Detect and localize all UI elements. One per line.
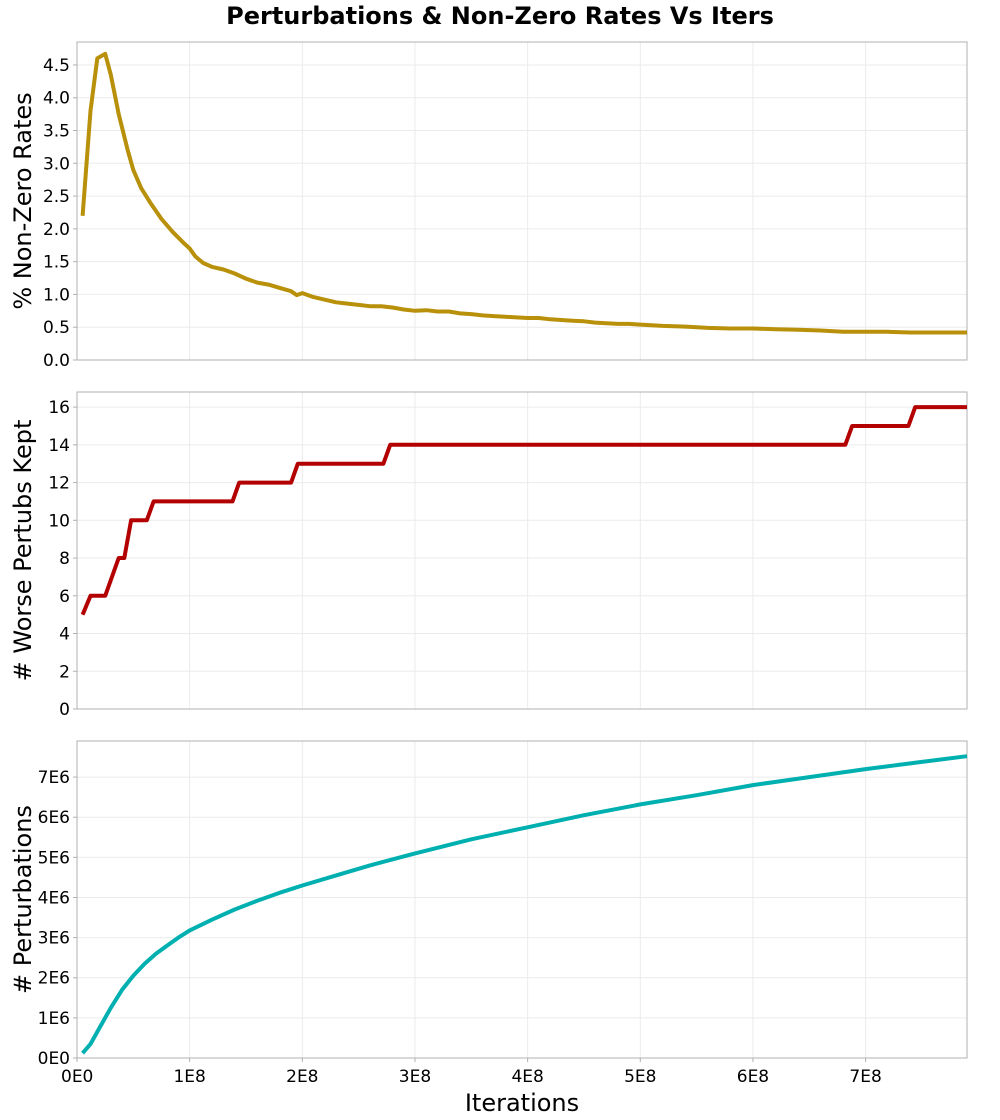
rates-y-tick-label: 2.5	[43, 187, 70, 207]
worse-axes-frame	[76, 391, 968, 710]
perturbations-x-tick-label: 0E0	[61, 1067, 93, 1087]
rates-axes-frame	[76, 41, 968, 361]
perturbations-y-tick-label: 5E6	[38, 848, 70, 868]
perturbations-x-tick-label: 1E8	[173, 1067, 205, 1087]
rates-y-tick-label: 1.0	[43, 285, 70, 305]
perturbations-y-tick-label: 4E6	[38, 888, 70, 908]
perturbations-y-tick-label: 3E6	[38, 929, 70, 949]
worse-y-tick-label: 0	[59, 700, 70, 720]
rates-y-tick-label: 2.0	[43, 220, 70, 240]
worse-y-tick-label: 2	[59, 662, 70, 682]
rates-y-axis-label: % Non-Zero Rates	[9, 92, 37, 309]
worse-y-tick-label: 8	[59, 549, 70, 569]
worse-y-tick-label: 14	[48, 436, 70, 456]
perturbations-x-tick-label: 2E8	[286, 1067, 318, 1087]
perturbations-series-line	[81, 754, 968, 1055]
perturbations-y-tick-label: 1E6	[38, 1009, 70, 1029]
worse-y-tick-label: 10	[48, 511, 70, 531]
worse-y-axis-label: # Worse Pertubs Kept	[9, 420, 37, 682]
perturbations-y-tick-label: 7E6	[38, 768, 70, 788]
rates-series-line	[80, 51, 967, 335]
rates-y-tick-label: 3.5	[43, 122, 70, 142]
perturbations-y-tick-label: 6E6	[38, 808, 70, 828]
perturbations-x-tick-label: 4E8	[511, 1067, 543, 1087]
perturbations-y-axis-label: # Perturbations	[9, 805, 37, 994]
perturbations-axes-frame	[76, 740, 968, 1059]
worse-y-tick-label: 12	[48, 474, 70, 494]
perturbations-x-axis-label: Iterations	[465, 1089, 579, 1117]
perturbations-x-tick-label: 7E8	[849, 1067, 881, 1087]
worse-y-tick-label: 16	[48, 398, 70, 418]
rates-y-tick-label: 0.5	[43, 318, 70, 338]
perturbations-x-tick-label: 6E8	[737, 1067, 769, 1087]
perturbations-y-tick-label: 0E0	[38, 1049, 70, 1069]
worse-y-tick-label: 6	[59, 587, 70, 607]
rates-y-tick-label: 3.0	[43, 154, 70, 174]
rates-y-tick-label: 4.5	[43, 56, 70, 76]
perturbations-y-tick-label: 2E6	[38, 969, 70, 989]
rates-y-tick-label: 1.5	[43, 253, 70, 273]
chart-title: Perturbations & Non-Zero Rates Vs Iters	[226, 2, 774, 30]
rates-y-tick-label: 4.0	[43, 89, 70, 109]
rates-y-tick-label: 0.0	[43, 351, 70, 371]
perturbations-x-tick-label: 3E8	[399, 1067, 431, 1087]
worse-y-tick-label: 4	[59, 625, 70, 645]
perturbations-x-tick-label: 5E8	[624, 1067, 656, 1087]
worse-series-line	[80, 405, 967, 616]
